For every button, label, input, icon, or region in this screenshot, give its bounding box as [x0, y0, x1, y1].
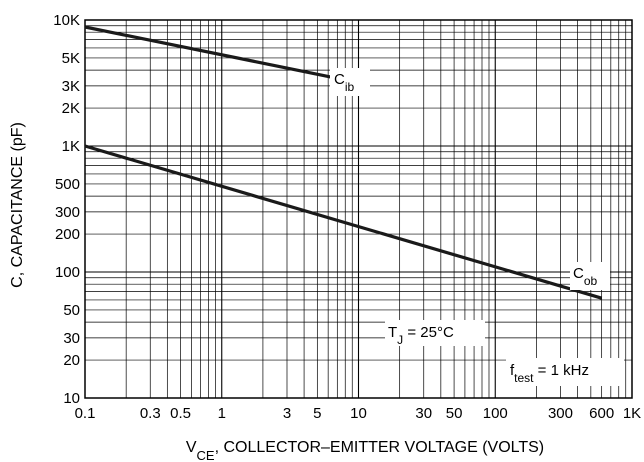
x-tick-label: 0.5 [170, 405, 191, 422]
x-tick-label: 600 [589, 405, 614, 422]
x-tick-label: 100 [483, 405, 508, 422]
y-tick-label: 20 [63, 352, 80, 369]
y-tick-label: 100 [55, 264, 80, 281]
y-tick-label: 200 [55, 226, 80, 243]
cib-label: Cib [334, 71, 355, 94]
y-tick-label: 500 [55, 176, 80, 193]
y-tick-labels: 10 20 30 50 100 200 300 500 1K 2K 3K 5K 10K [53, 12, 80, 407]
x-tick-label: 30 [415, 405, 432, 422]
y-tick-label: 1K [62, 138, 80, 155]
series-line-cob [84, 144, 603, 300]
plot-frame [84, 19, 633, 399]
x-tick-label: 0.3 [140, 405, 161, 422]
series-lines [84, 25, 603, 300]
y-tick-label: 300 [55, 204, 80, 221]
x-tick-label: 5 [313, 405, 321, 422]
tj-annotation-bg [385, 320, 485, 346]
series-line-cib [84, 25, 334, 79]
y-tick-label: 3K [62, 78, 80, 95]
x-tick-label: 3 [283, 405, 291, 422]
x-tick-label: 50 [446, 405, 463, 422]
x-axis-title: VCE, COLLECTOR–EMITTER VOLTAGE (VOLTS) [186, 439, 544, 462]
tj-annotation: TJ = 25°C [388, 324, 454, 347]
x-tick-label: 1 [218, 405, 226, 422]
cib-label-bg [330, 68, 370, 96]
x-tick-labels: 0.1 0.3 0.5 1 3 5 10 30 50 100 300 600 1K [75, 405, 642, 422]
y-tick-label: 10K [53, 12, 80, 29]
x-tick-label: 0.1 [75, 405, 96, 422]
y-tick-label: 50 [63, 302, 80, 319]
x-tick-label: 300 [548, 405, 573, 422]
y-tick-label: 10 [63, 390, 80, 407]
annotations: Cib Cob TJ = 25°C ftest = 1 kHz [330, 68, 624, 386]
y-tick-label: 5K [62, 50, 80, 67]
y-axis-title: C, CAPACITANCE (pF) [9, 122, 26, 288]
ftest-annotation: ftest = 1 kHz [510, 362, 589, 385]
y-tick-label: 2K [62, 100, 80, 117]
x-tick-label: 10 [350, 405, 367, 422]
y-tick-label: 30 [63, 330, 80, 347]
cob-label-bg [570, 262, 610, 290]
cob-label: Cob [573, 265, 598, 288]
x-tick-label: 1K [623, 405, 641, 422]
ftest-annotation-bg [506, 358, 624, 386]
